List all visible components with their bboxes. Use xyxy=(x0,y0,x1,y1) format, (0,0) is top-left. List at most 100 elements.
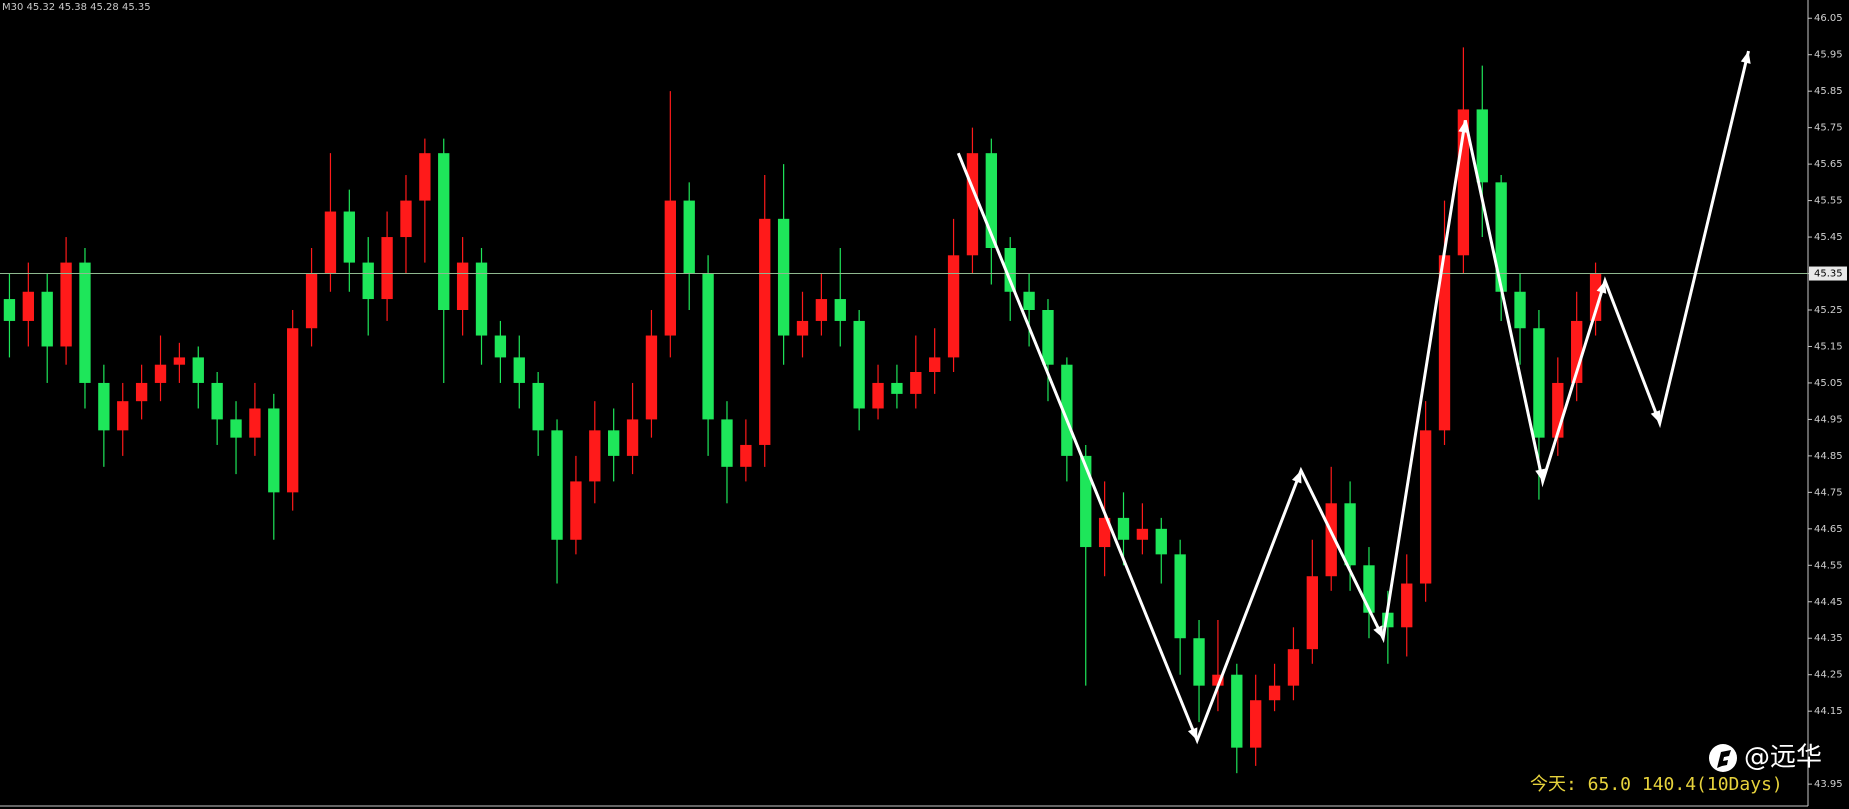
y-tick-label: 44.55 xyxy=(1814,560,1843,571)
arrowhead xyxy=(1291,470,1302,484)
candle-body xyxy=(1061,364,1073,456)
candle-body xyxy=(1250,700,1262,748)
candle-body xyxy=(475,262,488,336)
y-tick-label: 45.85 xyxy=(1814,86,1843,97)
candle-body xyxy=(777,218,790,336)
candle-body xyxy=(362,262,374,300)
candle-body xyxy=(192,357,204,383)
candle-body xyxy=(1419,430,1432,584)
candle-body xyxy=(1080,455,1092,548)
candle-body xyxy=(1589,273,1602,321)
y-tick-label: 45.15 xyxy=(1814,341,1843,352)
last-price-label: 45.35 xyxy=(1814,269,1843,280)
arrowhead xyxy=(1740,51,1751,64)
candle-body xyxy=(1174,554,1186,639)
header: M30 45.32 45.38 45.28 45.35 xyxy=(2,2,151,13)
candle-body xyxy=(1136,528,1149,540)
candle-body xyxy=(815,299,828,321)
arrowhead xyxy=(1650,410,1661,424)
y-tick-label: 46.05 xyxy=(1814,13,1843,24)
candle-body xyxy=(41,291,53,347)
y-tick-label: 45.75 xyxy=(1814,123,1843,134)
watermark: @远华 xyxy=(1744,743,1822,773)
candle-body xyxy=(135,382,148,402)
arrowhead xyxy=(1458,120,1469,133)
candle-body xyxy=(1438,255,1451,431)
candle-body xyxy=(1514,291,1526,329)
watermark-logo xyxy=(1709,744,1737,772)
y-tick-label: 44.15 xyxy=(1814,706,1843,717)
candle-body xyxy=(1401,583,1413,628)
candle-body xyxy=(1042,310,1054,365)
candle-body xyxy=(1476,109,1488,183)
candle-body xyxy=(494,335,507,358)
candle-body xyxy=(834,299,846,321)
candle-body xyxy=(1231,674,1243,748)
candle-body xyxy=(796,320,809,336)
candle-body xyxy=(211,382,223,420)
candle-body xyxy=(532,382,544,431)
candle-body xyxy=(1268,685,1281,701)
candle-body xyxy=(1344,503,1356,566)
y-tick-label: 44.45 xyxy=(1814,597,1843,608)
candle-body xyxy=(1363,565,1375,613)
candle-body xyxy=(1117,517,1130,540)
y-tick-label: 44.75 xyxy=(1814,487,1843,498)
candle-body xyxy=(947,255,960,358)
arrowhead xyxy=(1596,280,1607,294)
candle-body xyxy=(22,291,34,321)
footer: 今天: 65.0 140.4(10Days) xyxy=(1530,774,1783,795)
last-price-box xyxy=(1809,266,1847,281)
candle-body xyxy=(721,419,733,467)
candle-body xyxy=(1287,649,1300,686)
candle-body xyxy=(1495,182,1507,292)
y-tick-label: 45.55 xyxy=(1814,196,1843,207)
candle-body xyxy=(230,419,242,438)
candle-body xyxy=(400,200,412,238)
y-tick-label: 45.65 xyxy=(1814,159,1843,170)
y-tick-label: 44.95 xyxy=(1814,414,1843,425)
candle-body xyxy=(626,419,639,456)
candle-body xyxy=(343,211,355,263)
candle-body xyxy=(513,357,525,383)
y-tick-label: 44.85 xyxy=(1814,451,1843,462)
candle-body xyxy=(117,401,129,431)
y-tick-label: 44.35 xyxy=(1814,633,1843,644)
candle-body xyxy=(1325,503,1337,577)
y-tick-label: 44.65 xyxy=(1814,524,1843,535)
candle-body xyxy=(1023,291,1035,310)
candle-body xyxy=(966,153,979,256)
candle-body xyxy=(702,273,714,420)
candle-body xyxy=(740,444,752,467)
candle-body xyxy=(419,153,431,201)
y-tick-label: 45.05 xyxy=(1814,378,1843,389)
candle-body xyxy=(570,481,582,540)
candle-body xyxy=(1155,528,1167,555)
candle-body xyxy=(287,328,299,493)
candle-body xyxy=(1552,382,1564,438)
candle-body xyxy=(872,382,884,409)
candle-body xyxy=(305,273,318,329)
zigzag-line xyxy=(956,50,1750,745)
y-tick-label: 45.25 xyxy=(1814,305,1843,316)
y-tick-label: 45.45 xyxy=(1814,232,1843,243)
candle-body xyxy=(249,408,261,438)
candle-body xyxy=(456,262,469,310)
candle-body xyxy=(929,357,941,372)
candle-body xyxy=(1193,638,1205,686)
candle-body xyxy=(173,357,186,365)
candle-body xyxy=(910,372,922,394)
candle-body xyxy=(985,153,997,248)
candle-body xyxy=(853,320,865,409)
candle-body xyxy=(98,382,110,431)
candle-body xyxy=(759,218,771,445)
candle-body xyxy=(79,262,91,383)
arrowhead xyxy=(1187,727,1198,741)
candle-body xyxy=(1571,320,1583,383)
y-tick-label: 45.95 xyxy=(1814,50,1843,61)
candle-body xyxy=(608,430,620,456)
candle-body xyxy=(645,335,658,420)
